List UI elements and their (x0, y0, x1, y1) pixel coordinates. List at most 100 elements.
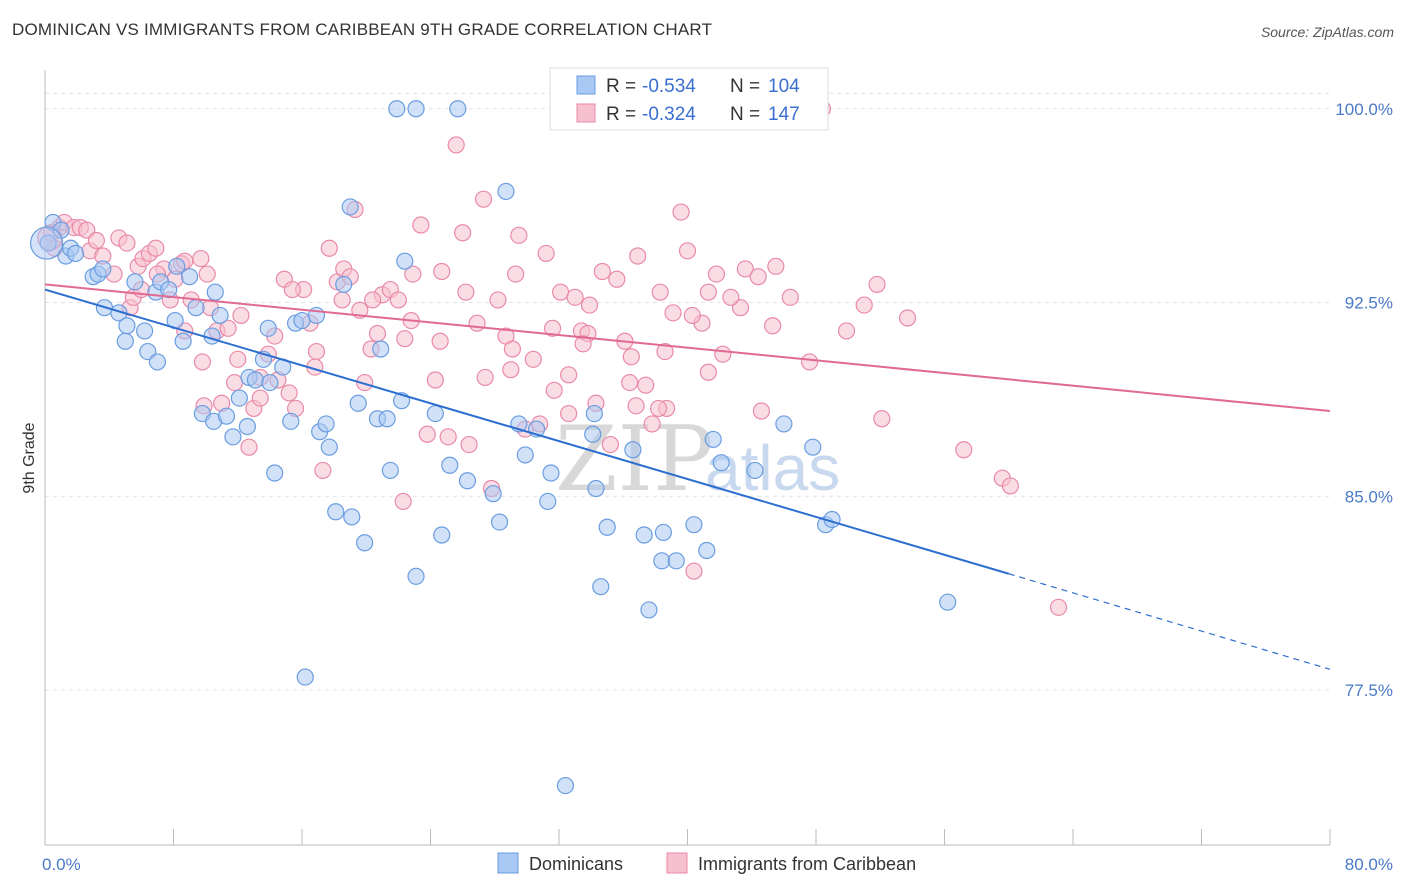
immigrants-point (524, 350, 542, 368)
immigrants-point (955, 441, 973, 459)
immigrants-point (664, 304, 682, 322)
x-tick-label-max: 80.0% (1345, 855, 1393, 874)
immigrants-point (503, 340, 522, 358)
immigrants-point (192, 249, 210, 268)
dominicans-point (704, 430, 722, 449)
immigrants-point (685, 562, 703, 580)
immigrants-point (394, 492, 412, 511)
dominicans-point (516, 446, 534, 464)
dominicans-point (230, 389, 248, 407)
dominicans-point (698, 541, 716, 560)
y-tick-label: 77.5% (1345, 681, 1393, 700)
immigrants-point (752, 402, 770, 420)
immigrants-point (800, 353, 819, 371)
immigrants-point (629, 247, 647, 265)
dominicans-point (426, 404, 444, 423)
immigrants-point (454, 224, 472, 242)
legend-r-value-pink: -0.324 (642, 104, 696, 125)
dominicans-trend-line (44, 288, 1010, 575)
immigrants-point (651, 283, 669, 301)
immigrants-point (356, 373, 374, 392)
dominicans-point (407, 567, 425, 585)
immigrants-point (543, 319, 562, 337)
immigrants-point (118, 234, 136, 252)
dominicans-point (441, 456, 459, 474)
immigrants-point (476, 368, 494, 387)
immigrants-point (537, 244, 555, 263)
immigrants-point (460, 435, 478, 454)
immigrants-point (637, 376, 655, 394)
immigrants-point (873, 410, 891, 428)
x-tick-label-min: 0.0% (42, 855, 81, 874)
immigrants-trend-line (44, 283, 1331, 412)
dominicans-point (259, 319, 277, 337)
immigrants-point (683, 306, 701, 325)
dominicans-point (654, 523, 673, 542)
dominicans-point (653, 552, 671, 570)
immigrants-point (389, 291, 407, 309)
immigrants-point (404, 265, 422, 283)
dominicans-point (224, 428, 242, 446)
immigrants-point (580, 296, 599, 314)
legend-n-value-pink: 147 (768, 104, 800, 125)
dominicans-point (356, 534, 374, 552)
bottom-legend-swatch-dominicans (497, 852, 519, 874)
dominicans-point (135, 322, 154, 340)
dominicans-point (381, 461, 399, 480)
legend-n-label-blue: N = (730, 76, 760, 97)
x-tick-marks (44, 829, 1331, 845)
legend-n-label-pink: N = (730, 104, 760, 125)
dominicans-point (343, 508, 361, 526)
legend-swatch-blue (576, 75, 596, 95)
immigrants-point (560, 404, 578, 423)
bottom-legend-label-dominicans: Dominicans (529, 854, 623, 874)
legend-n-value-blue: 104 (768, 76, 800, 97)
dominicans-point (556, 776, 575, 795)
dominicans-point (804, 438, 822, 456)
dominicans-point (539, 492, 557, 511)
immigrants-point (368, 324, 387, 343)
immigrants-point (364, 291, 382, 309)
bottom-legend-label-immigrants: Immigrants from Caribbean (698, 854, 916, 874)
immigrants-point (649, 399, 668, 418)
dominicans-point (174, 332, 192, 350)
immigrants-point (1001, 477, 1019, 495)
dominicans-point (246, 371, 265, 389)
immigrants-point (608, 270, 626, 288)
dominicans-point (542, 464, 560, 482)
dominicans-point (372, 340, 390, 358)
y-tick-label: 92.5% (1345, 294, 1393, 313)
dominicans-point (282, 412, 300, 430)
dominicans-trend-extension (1008, 573, 1331, 670)
dominicans-point (317, 415, 335, 433)
dominicans-point (712, 454, 730, 472)
immigrants-point (283, 280, 301, 299)
dominicans-point (168, 257, 186, 275)
immigrants-point (251, 389, 269, 407)
dominicans-point (598, 518, 616, 536)
immigrants-point (510, 226, 528, 244)
immigrants-point (837, 322, 856, 340)
immigrants-point (699, 363, 717, 381)
immigrants-point (855, 296, 873, 314)
dominicans-point (349, 394, 367, 412)
dominicans-point (396, 252, 414, 270)
dominicans-point (66, 244, 85, 263)
immigrants-point (468, 314, 486, 332)
y-axis-label: 9th Grade (21, 422, 38, 493)
trend-lines (44, 283, 1331, 670)
dominicans-point (187, 299, 205, 317)
dominicans-point (458, 472, 477, 490)
immigrants-point (433, 262, 451, 281)
immigrants-point (678, 242, 697, 260)
dominicans-point (341, 198, 359, 216)
dominicans-point (206, 283, 224, 301)
dominicans-point (203, 327, 221, 345)
immigrants-point (699, 283, 717, 301)
immigrants-point (736, 260, 754, 278)
dominicans-point (585, 404, 603, 423)
immigrants-point (225, 373, 244, 392)
immigrants-point (232, 306, 250, 325)
immigrants-point (457, 283, 475, 301)
dominicans-point (587, 479, 605, 498)
